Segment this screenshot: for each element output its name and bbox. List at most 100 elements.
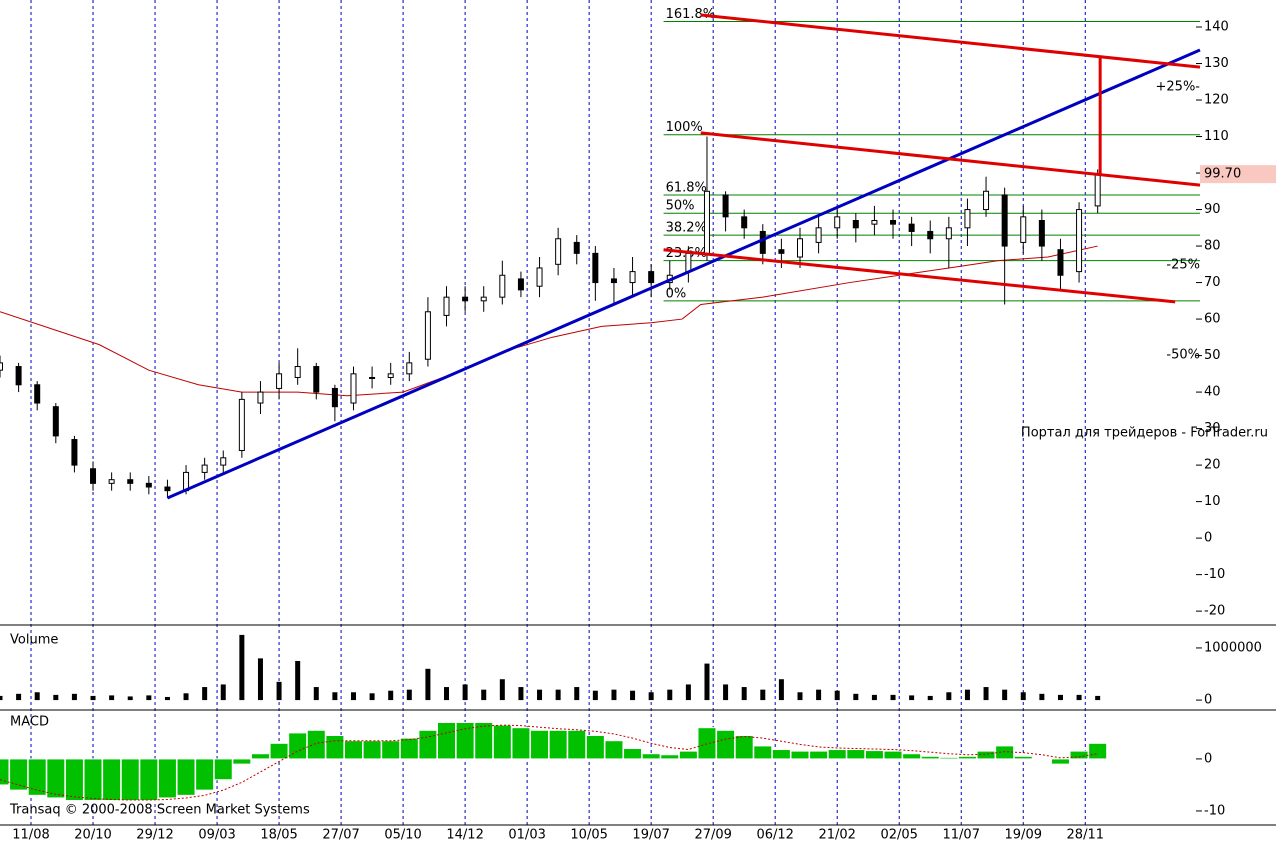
volume-bar (760, 689, 766, 701)
fib-label: 0% (666, 286, 687, 301)
candle-body (722, 194, 729, 218)
volume-bar (34, 692, 40, 701)
volume-bar (1076, 694, 1082, 701)
x-tick-label: 19/07 (632, 828, 669, 843)
volume-bar (71, 693, 77, 701)
macd-bar (0, 758, 10, 786)
candle-body (220, 457, 227, 466)
volume-bar (183, 693, 189, 701)
volume-bar (499, 679, 505, 701)
candle-body (573, 241, 580, 254)
candle-body (536, 267, 543, 287)
volume-bar (648, 692, 654, 701)
volume-bar (369, 693, 375, 701)
candle-body (387, 373, 394, 378)
candle-body (927, 230, 934, 240)
candle-body (629, 271, 636, 284)
volume-bar (890, 694, 896, 701)
volume-bar (276, 681, 282, 701)
volume-bar (1002, 689, 1008, 701)
volume-bar (797, 692, 803, 701)
macd-bar (269, 742, 289, 760)
macd-bar (83, 758, 103, 802)
y-tick-label: 60 (1204, 312, 1221, 327)
volume-bar (853, 693, 859, 701)
x-tick-label: 21/02 (818, 828, 855, 843)
percent-label: -25% (1166, 258, 1200, 273)
x-tick-label: 11/08 (12, 828, 49, 843)
volume-bar (1020, 692, 1026, 701)
macd-bar (567, 729, 587, 760)
macd-bar (250, 753, 270, 760)
y-tick-label: 140 (1204, 20, 1229, 35)
candle-body (257, 391, 264, 404)
y-tick-label: 0 (1204, 531, 1212, 546)
macd-bar (716, 729, 736, 760)
volume-bar (685, 684, 691, 701)
candle-body (834, 216, 841, 229)
volume-bar (462, 684, 468, 701)
macd-bar (939, 756, 959, 760)
candle-body (313, 366, 320, 393)
volume-bar (630, 690, 636, 701)
macd-bar (678, 750, 698, 760)
copyright: Transaq © 2000-2008 Screen Market System… (9, 803, 310, 818)
y-tick-label: 50 (1204, 348, 1221, 363)
volume-bar (388, 690, 394, 701)
volume-bar (425, 668, 431, 701)
candle-body (34, 384, 41, 404)
candle-body (1094, 173, 1101, 207)
y-tick-label: 0 (1204, 693, 1212, 708)
macd-bar (753, 745, 773, 760)
volume-bar (983, 687, 989, 701)
fib-label: 38.2% (666, 221, 707, 236)
candle-body (703, 190, 710, 254)
candle-body (499, 274, 506, 298)
y-tick-label: 1000000 (1204, 640, 1262, 655)
percent-label: -50% (1166, 348, 1200, 363)
macd-bar (883, 750, 903, 760)
candle-body (90, 468, 97, 484)
volume-bar (109, 695, 115, 701)
trend-line (166, 48, 1201, 500)
candle-body (852, 220, 859, 229)
candle-body (201, 464, 208, 473)
candle-body (406, 362, 413, 375)
macd-bar (325, 734, 345, 760)
candle-body (1020, 216, 1027, 243)
candle-body (610, 278, 617, 284)
macd-bar (232, 758, 252, 765)
candle-body (648, 271, 655, 284)
volume-bar (1039, 693, 1045, 701)
volume-bar (741, 687, 747, 701)
candle-body (908, 223, 915, 232)
macd-bar (343, 740, 363, 760)
y-tick-label: 0 (1204, 751, 1212, 766)
y-tick-label: 130 (1204, 56, 1229, 71)
y-tick-label: 70 (1204, 275, 1221, 290)
candle-body (369, 376, 376, 379)
candle-body (890, 220, 897, 225)
macd-bar (362, 740, 382, 760)
candle-body (331, 387, 338, 408)
y-tick-label: 40 (1204, 385, 1221, 400)
volume-bar (1057, 694, 1063, 701)
macd-signal (0, 724, 1098, 801)
candle-body (108, 479, 115, 484)
y-tick-label: 20 (1204, 458, 1221, 473)
macd-bar (64, 758, 84, 802)
macd-bar (790, 750, 810, 760)
candle-body (871, 220, 878, 225)
macd-bar (976, 750, 996, 760)
candle-body (443, 296, 450, 316)
volume-bar (164, 696, 170, 701)
macd-bar (548, 729, 568, 760)
x-tick-label: 28/11 (1067, 828, 1104, 843)
candle-body (350, 373, 357, 404)
x-tick-label: 20/10 (74, 828, 111, 843)
volume-bar (146, 695, 152, 701)
macd-bar (139, 758, 159, 802)
macd-bar (604, 740, 624, 760)
macd-bar (27, 758, 47, 796)
